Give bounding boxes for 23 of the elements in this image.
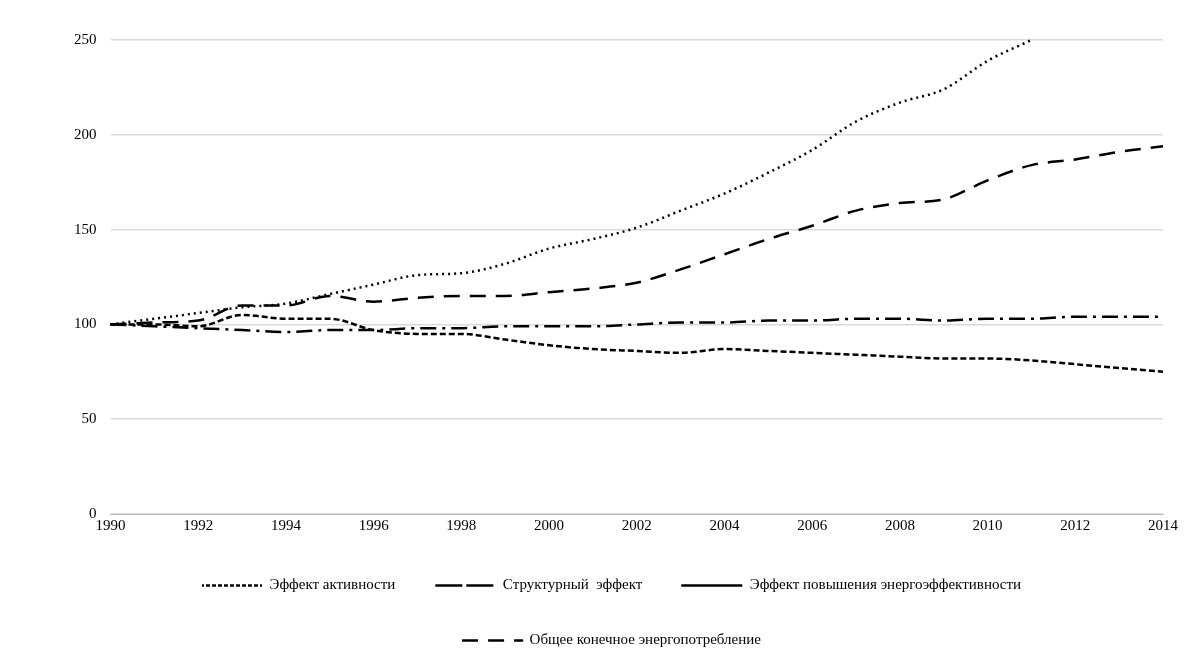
x-tick-label: 2002 bbox=[621, 516, 652, 533]
x-tick-label: 1992 bbox=[183, 516, 214, 533]
y-tick-label: 0 bbox=[89, 504, 97, 521]
y-tick-label: 150 bbox=[74, 220, 97, 237]
x-tick-label: 2012 bbox=[1060, 516, 1091, 533]
y-tick-label: 250 bbox=[74, 30, 97, 47]
x-tick-label: 2000 bbox=[534, 516, 565, 533]
legend-label: Общее конечное энергопотребление bbox=[529, 631, 762, 648]
y-tick-label: 200 bbox=[74, 125, 97, 142]
x-tick-label: 1996 bbox=[358, 516, 390, 533]
x-tick-label: 1998 bbox=[446, 516, 477, 533]
y-tick-label: 100 bbox=[74, 315, 97, 332]
x-tick-label: 2010 bbox=[972, 516, 1003, 533]
legend-label: Структурный эффект bbox=[502, 576, 643, 593]
legend-label: Эффект активности bbox=[269, 576, 396, 593]
x-tick-label: 1990 bbox=[95, 516, 126, 533]
legend-label: Эффект повышения энергоэффективности bbox=[749, 576, 1022, 593]
x-tick-label: 2014 bbox=[1148, 516, 1179, 533]
y-tick-label: 50 bbox=[81, 410, 97, 427]
x-tick-label: 2004 bbox=[709, 516, 740, 533]
x-tick-label: 2008 bbox=[884, 516, 915, 533]
x-tick-label: 2006 bbox=[797, 516, 828, 533]
x-tick-label: 1994 bbox=[270, 516, 302, 533]
